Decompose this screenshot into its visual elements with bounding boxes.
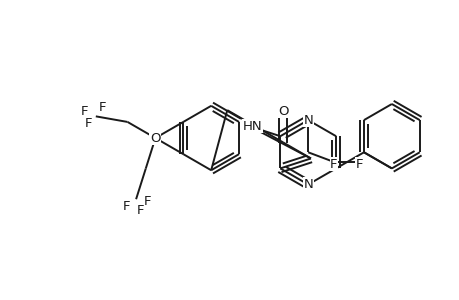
Text: N: N xyxy=(302,114,313,127)
Text: F: F xyxy=(85,117,92,130)
Text: F: F xyxy=(137,204,144,217)
Text: O: O xyxy=(150,131,160,145)
Text: F: F xyxy=(99,100,106,114)
Text: F: F xyxy=(123,200,130,213)
Text: F: F xyxy=(80,105,88,118)
Text: O: O xyxy=(277,105,288,118)
Text: N: N xyxy=(244,120,254,133)
Text: O: O xyxy=(150,131,160,145)
Text: N: N xyxy=(302,178,313,191)
Text: F: F xyxy=(144,195,151,208)
Text: HN: HN xyxy=(242,120,262,133)
Text: F: F xyxy=(355,158,363,171)
Text: F: F xyxy=(330,158,337,171)
